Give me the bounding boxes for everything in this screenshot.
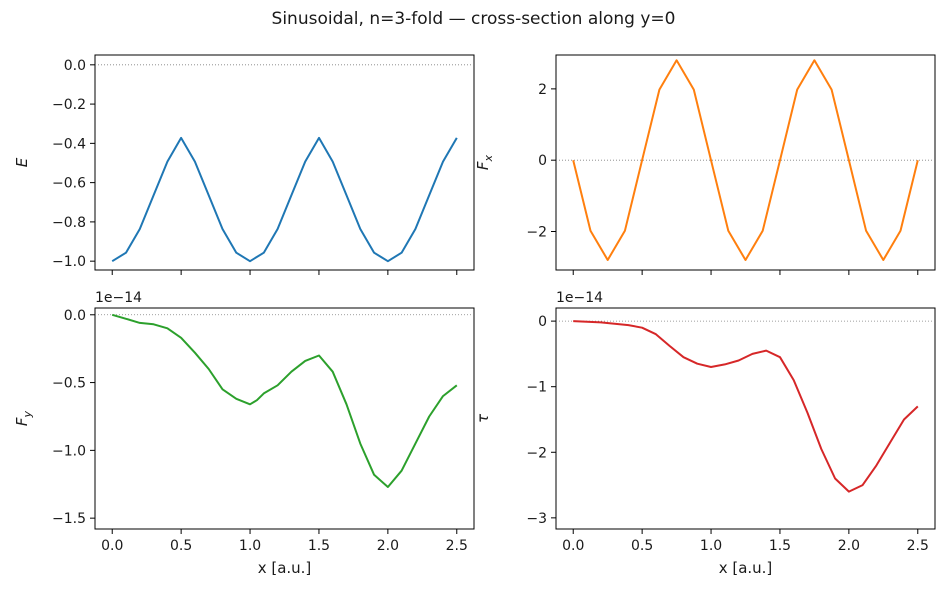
y-axis-label: τ: [474, 413, 492, 423]
y-tick-label: 0.0: [64, 308, 86, 324]
x-tick-label: 2.0: [838, 538, 860, 554]
y-tick-label: −0.2: [52, 97, 86, 113]
subplot-energy: 0.0 −0.2 −0.4 −0.6 −0.8 −1.0 E: [13, 54, 475, 275]
y-axis-label-subscript: y: [21, 410, 34, 418]
series-line: [572, 59, 919, 261]
series-line: [111, 136, 458, 263]
y-tick-label: 2: [538, 82, 547, 98]
figure-title: Sinusoidal, n=3-fold — cross-section alo…: [271, 9, 676, 29]
x-tick-label: 0.5: [170, 538, 192, 554]
x-axis-label: x [a.u.]: [258, 559, 312, 577]
y-tick-label: −1: [526, 380, 547, 396]
x-tick-label: 1.0: [239, 538, 261, 554]
y-axis-label-main: F: [474, 161, 492, 170]
y-tick-label: −1.5: [52, 511, 86, 527]
y-tick-label: 0: [538, 314, 547, 330]
x-tick-label: 0.0: [562, 538, 584, 554]
y-axis-label: Fx: [474, 154, 495, 170]
series-line: [573, 320, 919, 493]
y-tick-label: −2: [526, 445, 547, 461]
y-tick-label: −1.0: [52, 254, 86, 270]
x-tick-label: 0.5: [631, 538, 653, 554]
y-axis-label-subscript: x: [482, 154, 495, 162]
x-tick-label: 1.0: [700, 538, 722, 554]
y-tick-label: −0.6: [52, 176, 86, 192]
y-tick-label: −0.5: [52, 376, 86, 392]
axes-frame: [555, 54, 936, 271]
y-axis-label: Fy: [13, 410, 34, 426]
x-tick-label: 2.0: [377, 538, 399, 554]
y-tick-label: −1.0: [52, 443, 86, 459]
x-tick-label: 2.5: [446, 538, 468, 554]
y-tick-label: −3: [526, 511, 547, 527]
y-axis-label-main: E: [13, 157, 31, 167]
x-axis-label: x [a.u.]: [719, 559, 773, 577]
y-axis-label: E: [13, 157, 31, 167]
y-tick-label: 0: [538, 153, 547, 169]
subplot-torque: 0.0 0.5 1.0 1.5 2.0 2.5 0 −1 −2 −3 1e−14 τ x [a.u.]: [474, 290, 936, 577]
y-offset-text: 1e−14: [556, 290, 603, 306]
x-tick-label: 2.5: [907, 538, 929, 554]
y-axis-label-main: τ: [474, 413, 492, 423]
y-tick-label: −0.4: [52, 136, 86, 152]
y-tick-label: −2: [526, 224, 547, 240]
y-tick-label: −0.8: [52, 215, 86, 231]
axes-frame: [555, 307, 936, 530]
y-offset-text: 1e−14: [95, 290, 142, 306]
axes-frame: [94, 54, 475, 271]
x-tick-label: 1.5: [308, 538, 330, 554]
x-tick-label: 0.0: [101, 538, 123, 554]
y-axis-label-main: F: [13, 417, 31, 426]
axes-frame: [94, 307, 475, 530]
subplot-force-x: 2 0 −2 Fx: [474, 54, 936, 275]
y-tick-label: 0.0: [64, 58, 86, 74]
subplot-force-y: 0.0 0.5 1.0 1.5 2.0 2.5 0.0 −0.5 −1.0 −1.5 1e−14 Fy…: [13, 290, 475, 577]
x-tick-label: 1.5: [769, 538, 791, 554]
series-line: [111, 313, 458, 488]
